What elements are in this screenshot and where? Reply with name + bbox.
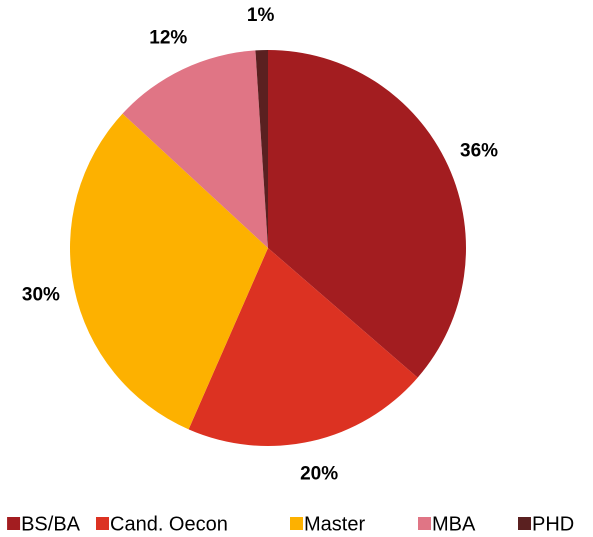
pie-slice <box>255 50 268 248</box>
legend-swatch <box>418 517 431 530</box>
data-label: 1% <box>247 5 275 26</box>
legend-swatch <box>290 517 303 530</box>
legend-label: Cand. Oecon <box>110 513 228 535</box>
pie-slice <box>268 50 466 378</box>
pie-slice <box>122 50 268 249</box>
legend-swatch <box>96 517 109 530</box>
legend-label: BS/BA <box>21 513 81 535</box>
legend-label: Master <box>304 513 365 535</box>
data-label: 20% <box>300 463 338 484</box>
pie-slice <box>188 248 418 447</box>
data-label: 36% <box>460 141 498 162</box>
legend-swatch <box>518 517 531 530</box>
legend-swatch <box>7 517 21 530</box>
legend-label: MBA <box>432 513 476 535</box>
pie-slice <box>70 113 269 430</box>
legend-label: PHD <box>532 513 574 535</box>
data-label: 12% <box>149 28 187 49</box>
data-label: 30% <box>22 285 60 306</box>
